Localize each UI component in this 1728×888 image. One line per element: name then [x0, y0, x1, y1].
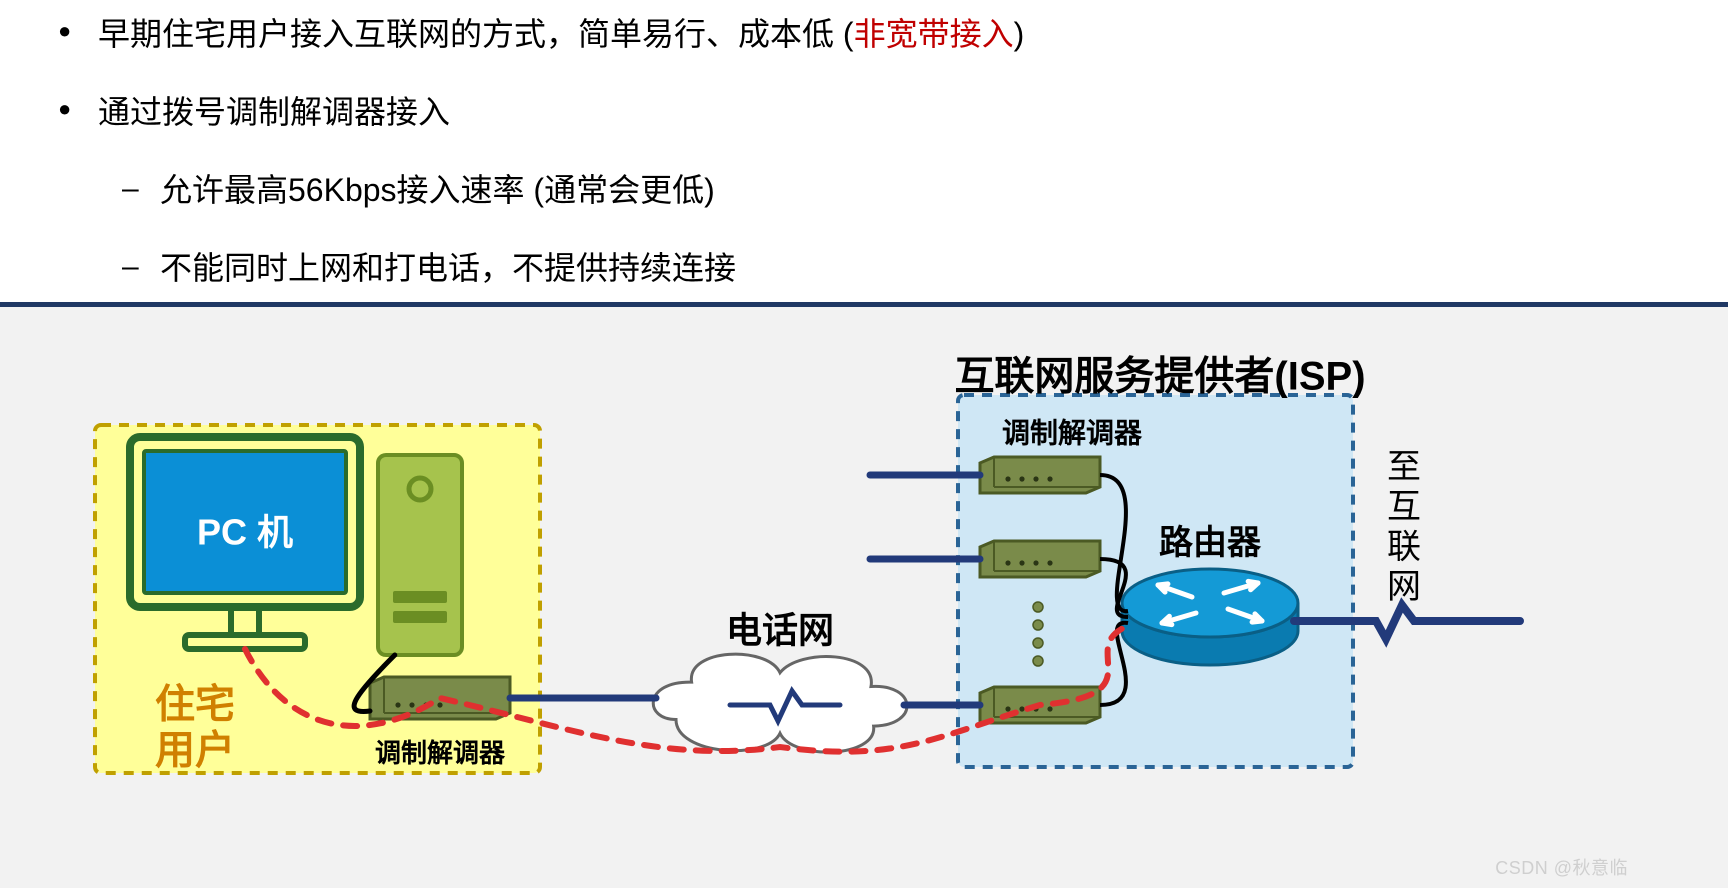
bullet-2: 通过拨号调制解调器接入	[50, 88, 1678, 136]
bullet-2b-text: 不能同时上网和打电话，不提供持续连接	[160, 250, 736, 286]
bullet-2a: 允许最高56Kbps接入速率 (通常会更低)	[50, 166, 1678, 214]
to-internet-label-4: 网	[1387, 568, 1421, 606]
home-modem-label: 调制解调器	[375, 738, 506, 768]
bullet-1-em: 非宽带接入	[854, 16, 1014, 52]
isp-modem-2-icon	[980, 541, 1100, 577]
pc-tower-icon	[378, 455, 462, 655]
isp-modem-ellipsis-dot	[1033, 620, 1043, 630]
home-user-label-1: 住宅	[155, 682, 235, 727]
to-internet-label-2: 互	[1387, 488, 1421, 526]
tower-slot2	[393, 611, 447, 623]
bullet-1: 早期住宅用户接入互联网的方式，简单易行、成本低 (非宽带接入)	[50, 10, 1678, 58]
bullet-1-text-post: )	[1014, 16, 1025, 52]
slide-root: 早期住宅用户接入互联网的方式，简单易行、成本低 (非宽带接入) 通过拨号调制解调…	[0, 0, 1728, 888]
to-internet-label-3: 联	[1387, 528, 1421, 566]
bullet-list: 早期住宅用户接入互联网的方式，简单易行、成本低 (非宽带接入) 通过拨号调制解调…	[0, 0, 1728, 292]
bullet-1-text-pre: 早期住宅用户接入互联网的方式，简单易行、成本低 (	[98, 16, 854, 52]
isp-modem-label: 调制解调器	[1002, 417, 1143, 448]
router-label: 路由器	[1159, 524, 1262, 562]
router-top	[1122, 569, 1298, 637]
isp-title-label: 互联网服务提供者(ISP)	[954, 355, 1365, 399]
bullet-2b: 不能同时上网和打电话，不提供持续连接	[50, 244, 1678, 292]
pc-label: PC 机	[197, 512, 293, 553]
tower-slot1	[393, 591, 447, 603]
bullet-2a-text: 允许最高56Kbps接入速率 (通常会更低)	[160, 172, 715, 208]
bullet-2-text: 通过拨号调制解调器接入	[98, 94, 450, 130]
isp-modem-ellipsis-dot	[1033, 656, 1043, 666]
network-diagram: PC 机住宅用户调制解调器电话网互联网服务提供者(ISP)调制解调器路由器至互联…	[0, 307, 1728, 888]
isp-modem-1-icon	[980, 457, 1100, 493]
to-internet-label-1: 至	[1387, 448, 1421, 486]
isp-modem-ellipsis-dot	[1033, 602, 1043, 612]
isp-modem-ellipsis-dot	[1033, 638, 1043, 648]
watermark: CSDN @秋意临	[1495, 854, 1628, 880]
home-user-label-2: 用户	[155, 729, 235, 773]
cloud-icon	[653, 654, 907, 752]
phone-network-label: 电话网	[726, 610, 834, 651]
